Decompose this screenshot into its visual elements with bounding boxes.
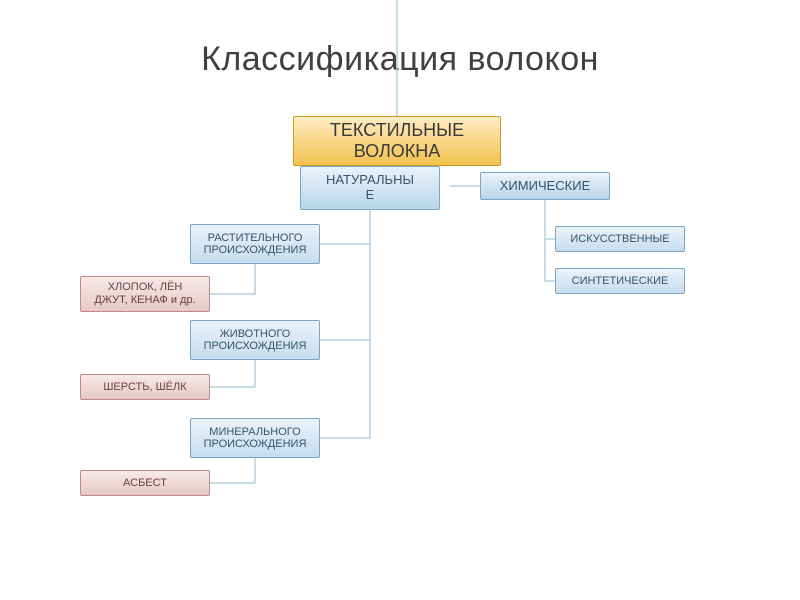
page-title: Классификация волокон	[0, 40, 800, 79]
node-asbestos: АСБЕСТ	[80, 470, 210, 496]
diagram-stage: Классификация волокон ТЕКСТИЛЬНЫЕВОЛОКНА…	[0, 0, 800, 600]
node-plant: РАСТИТЕЛЬНОГОПРОИСХОЖДЕНИЯ	[190, 224, 320, 264]
node-mineral: МИНЕРАЛЬНОГОПРОИСХОЖДЕНИЯ	[190, 418, 320, 458]
node-cotton: ХЛОПОК, ЛЁНДЖУТ, КЕНАФ и др.	[80, 276, 210, 312]
node-wool: ШЕРСТЬ, ШЁЛК	[80, 374, 210, 400]
node-animal: ЖИВОТНОГОПРОИСХОЖДЕНИЯ	[190, 320, 320, 360]
node-synthetic: СИНТЕТИЧЕСКИЕ	[555, 268, 685, 294]
node-artificial: ИСКУССТВЕННЫЕ	[555, 226, 685, 252]
node-natural: НАТУРАЛЬНЫЕ	[300, 166, 440, 210]
node-root: ТЕКСТИЛЬНЫЕВОЛОКНА	[293, 116, 501, 166]
node-chemical: ХИМИЧЕСКИЕ	[480, 172, 610, 200]
